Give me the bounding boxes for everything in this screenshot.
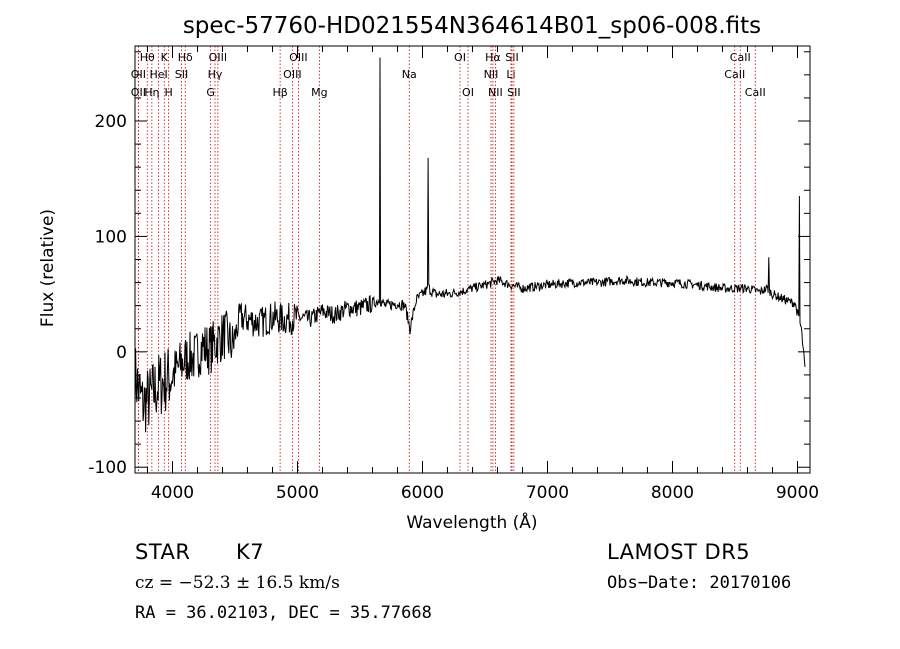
x-axis-label: Wavelength (Å) bbox=[406, 511, 537, 533]
x-tick-label: 6000 bbox=[401, 483, 444, 503]
y-tick-label: 100 bbox=[95, 227, 127, 247]
x-tick-label: 9000 bbox=[776, 483, 819, 503]
line-marker-label: Li bbox=[506, 68, 515, 81]
line-marker-label: OIII bbox=[289, 51, 307, 64]
line-marker-label: Hδ bbox=[178, 51, 193, 64]
survey-name: LAMOST DR5 bbox=[607, 540, 751, 564]
line-marker-label: Hθ bbox=[140, 51, 155, 64]
line-marker-label: SII bbox=[175, 68, 188, 81]
line-marker-label: Na bbox=[402, 68, 417, 81]
line-marker-label: NII bbox=[484, 68, 499, 81]
x-tick-label: 5000 bbox=[276, 483, 319, 503]
chart-title: spec-57760-HD021554N364614B01_sp06-008.f… bbox=[183, 13, 761, 39]
line-marker-label: CaII bbox=[724, 68, 745, 81]
x-tick-label: 8000 bbox=[651, 483, 694, 503]
line-marker-label: K bbox=[161, 51, 169, 64]
spectrum-line bbox=[134, 57, 806, 433]
line-marker-label: NII bbox=[488, 86, 503, 99]
line-marker-label: Mg bbox=[311, 86, 327, 99]
line-marker-label: OI bbox=[454, 51, 466, 64]
line-marker-label: Hγ bbox=[208, 68, 223, 81]
line-marker-label: OIII bbox=[283, 68, 301, 81]
line-marker-label: CaII bbox=[730, 51, 751, 64]
line-marker-label: SII bbox=[505, 51, 518, 64]
observation-date: Obs−Date: 20170106 bbox=[607, 573, 792, 593]
line-marker-label: HeI bbox=[149, 68, 167, 81]
line-marker-label: G bbox=[206, 86, 215, 99]
spectral-subclass: K7 bbox=[236, 540, 265, 564]
line-marker-label: OIII bbox=[209, 51, 227, 64]
line-marker-label: OI bbox=[462, 86, 474, 99]
line-marker-label: SII bbox=[507, 86, 520, 99]
line-marker-label: Hα bbox=[485, 51, 501, 64]
y-tick-label: 0 bbox=[116, 343, 127, 363]
y-tick-label: 200 bbox=[95, 112, 127, 132]
x-tick-label: 4000 bbox=[151, 483, 194, 503]
line-marker-label: H bbox=[164, 86, 172, 99]
line-marker-label: Hβ bbox=[272, 86, 287, 99]
coordinates: RA = 36.02103, DEC = 35.77668 bbox=[135, 603, 432, 623]
object-type: STAR bbox=[135, 540, 191, 564]
redshift-velocity: cz = −52.3 ± 16.5 km/s bbox=[135, 573, 340, 593]
y-axis-label: Flux (relative) bbox=[38, 209, 58, 327]
y-tick-label: -100 bbox=[88, 458, 127, 478]
plot-frame bbox=[134, 45, 811, 474]
line-marker-label: Hη bbox=[144, 86, 159, 99]
x-tick-label: 7000 bbox=[526, 483, 569, 503]
line-marker-label: CaII bbox=[745, 86, 766, 99]
